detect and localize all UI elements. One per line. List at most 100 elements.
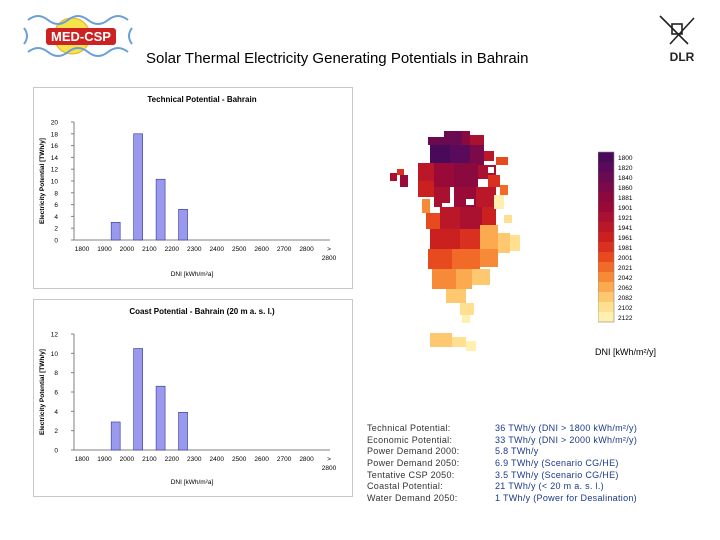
map-cell (498, 233, 510, 253)
legend-swatch (598, 252, 614, 262)
technical-potential-chart: Technical Potential - Bahrain 0 2 4 6 8 10 12 14… (33, 87, 353, 289)
x-tick-label: 2700 (277, 456, 292, 463)
x-axis-label: DNI [kWh/m²a] (171, 271, 214, 278)
x-tick-label: 2600 (254, 246, 269, 253)
legend-swatch (598, 162, 614, 172)
y-tick-label: 4 (54, 214, 58, 221)
stat-value: 33 TWh/y (DNI > 2000 kWh/m²/y) (495, 434, 638, 445)
x-tick-label: > (327, 456, 331, 463)
bar-2200 (178, 412, 188, 451)
y-tick-label: 8 (54, 190, 58, 197)
map-cell (418, 163, 434, 181)
x-tick-label-cont: 2800 (322, 255, 337, 262)
legend-label: 2042 (618, 275, 633, 282)
stat-label: Power Demand 2000: (367, 446, 460, 457)
x-tick-label: 2100 (142, 456, 157, 463)
legend-label: 1941 (618, 225, 633, 232)
legend-label: 1961 (618, 235, 633, 242)
x-tick-label: 1800 (75, 456, 90, 463)
bar-2200 (178, 209, 188, 241)
map-gap (410, 185, 418, 191)
map-cell (434, 187, 450, 207)
legend-swatch (598, 312, 614, 322)
map-cell (470, 135, 484, 145)
stat-value: 5.8 TWh/y (495, 446, 539, 457)
legend-label: 2001 (618, 255, 633, 262)
x-tick-label: 2800 (299, 456, 314, 463)
med-csp-logo-text: MED-CSP (51, 29, 111, 44)
map-cell (476, 187, 496, 207)
map-cell (460, 207, 482, 229)
legend-swatch (598, 242, 614, 252)
x-tick-label: 2300 (187, 456, 202, 463)
map-cell (472, 269, 490, 285)
map-cell (480, 225, 498, 249)
y-tick-label: 6 (54, 202, 58, 209)
chart-title: Coast Potential - Bahrain (20 m a. s. l.… (129, 307, 275, 316)
map-cell (450, 145, 470, 163)
x-tick-label: 2200 (165, 246, 180, 253)
page-title: Solar Thermal Electricity Generating Pot… (146, 50, 529, 67)
coast-potential-chart: Coast Potential - Bahrain (20 m a. s. l.… (33, 299, 353, 497)
legend-swatch (598, 182, 614, 192)
legend-label: 2062 (618, 285, 633, 292)
x-axis-label: DNI [kWh/m²a] (171, 479, 214, 486)
stat-value: 3.5 TWh/y (Scenario CG/HE) (495, 469, 619, 480)
y-tick-label: 10 (51, 351, 59, 358)
legend-label: 1981 (618, 245, 633, 252)
y-axis-label: Electricity Potential [TWh/y] (39, 138, 46, 224)
legend-label: 1921 (618, 215, 633, 222)
map-cell (432, 269, 456, 289)
map-cell (454, 163, 478, 187)
x-tick-label: 2600 (254, 456, 269, 463)
stat-label: Water Demand 2050: (367, 493, 458, 504)
stat-label: Technical Potential: (367, 423, 451, 433)
bar-2100 (155, 385, 166, 451)
map-gap (466, 199, 474, 205)
legend-label: 2102 (618, 305, 633, 312)
map-cell (426, 213, 440, 229)
x-tick-label: 1800 (75, 246, 90, 253)
legend-swatch (598, 262, 614, 272)
map-cell (430, 145, 450, 163)
x-tick-label: 2100 (142, 246, 157, 253)
stat-label: Economic Potential: (367, 434, 453, 445)
y-tick-label: 10 (51, 179, 59, 186)
legend-label: 1901 (618, 205, 633, 212)
y-tick-label: 2 (54, 226, 58, 233)
bar-2100 (155, 178, 166, 241)
legend-swatch (598, 192, 614, 202)
legend-label: 2122 (618, 315, 633, 322)
x-tick-label: 2500 (232, 456, 247, 463)
legend-label: 1881 (618, 195, 633, 202)
legend-swatch (598, 292, 614, 302)
chart-title: Technical Potential - Bahrain (147, 95, 256, 104)
map-cell (466, 341, 476, 351)
map-cell (456, 269, 472, 289)
legend-swatch (598, 302, 614, 312)
stat-label: Coastal Potential: (367, 481, 443, 492)
map-cell (470, 145, 484, 165)
map-cell (428, 137, 444, 145)
map-cell (390, 173, 397, 181)
x-tick-label: > (327, 246, 331, 253)
stat-value: 6.9 TWh/y (Scenario CG/HE) (495, 458, 619, 469)
map-gap (442, 203, 452, 207)
map-cell (496, 157, 508, 165)
map-cell (428, 249, 452, 269)
y-tick-label: 4 (54, 409, 58, 416)
map-cell (484, 151, 494, 161)
x-tick-label-cont: 2800 (322, 465, 337, 472)
legend-swatch (598, 232, 614, 242)
legend-swatch (598, 172, 614, 182)
y-tick-label: 14 (51, 155, 59, 162)
dlr-logo-text: DLR (670, 50, 695, 64)
map-cell (482, 207, 496, 225)
legend-label: 1800 (618, 155, 633, 162)
stat-label: Tentative CSP 2050: (367, 469, 455, 480)
map-cell (444, 131, 462, 145)
y-axis-label: Electricity Potential [TWh/y] (39, 349, 46, 435)
y-tick-label: 2 (54, 428, 58, 435)
y-tick-label: 16 (51, 143, 59, 150)
legend-label: 2021 (618, 265, 633, 272)
